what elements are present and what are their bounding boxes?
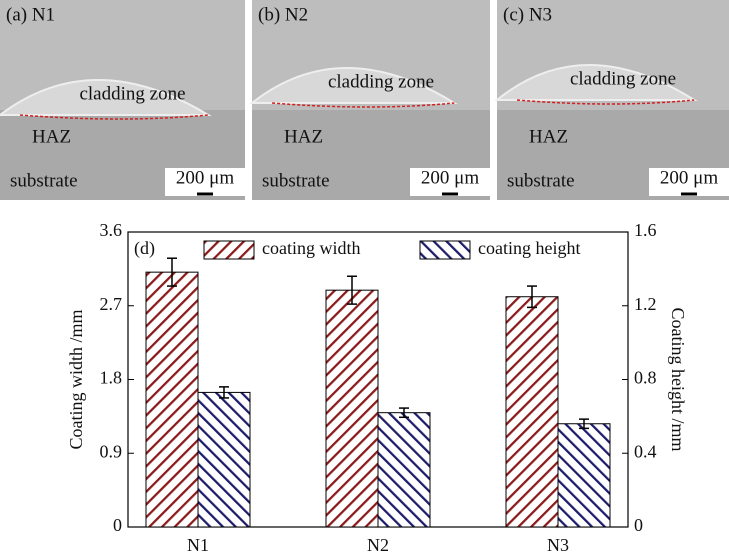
substrate-label: substrate xyxy=(10,170,78,191)
bar xyxy=(378,413,430,527)
zone-label: cladding zone xyxy=(328,71,434,92)
figure: (a) N1cladding zoneHAZsubstrate200 μm(b)… xyxy=(0,0,729,557)
legend-label: coating height xyxy=(478,238,580,258)
y-tick-label: 0.9 xyxy=(100,441,123,461)
legend-label: coating width xyxy=(262,238,360,258)
panel-label: (d) xyxy=(134,238,155,259)
scale-label: 200 μm xyxy=(176,167,234,188)
micrograph: (b) N2 cladding zone HAZ substrate 200 μm xyxy=(252,0,490,200)
y2-tick-label: 0 xyxy=(634,515,643,535)
y2-tick-label: 0.8 xyxy=(634,368,657,388)
bar xyxy=(146,272,198,527)
y-tick-label: 1.8 xyxy=(100,368,123,388)
bar xyxy=(506,297,558,527)
y-tick-label: 0 xyxy=(113,515,122,535)
y-tick-label: 3.6 xyxy=(100,220,123,240)
substrate-label: substrate xyxy=(262,170,330,191)
scale-label: 200 μm xyxy=(421,167,479,188)
x-tick-label: N2 xyxy=(367,535,389,555)
y-tick-label: 2.7 xyxy=(100,294,123,314)
panel-label: (a) N1 xyxy=(6,4,55,25)
micrograph: (a) N1 cladding zone HAZ substrate 200 μm xyxy=(0,0,245,200)
panel-label: (c) N3 xyxy=(503,4,552,25)
panel-label: (b) N2 xyxy=(258,4,308,25)
substrate-label: substrate xyxy=(507,170,575,191)
x-tick-label: N3 xyxy=(547,535,569,555)
scale-label: 200 μm xyxy=(660,167,718,188)
page: {"panels": [ {"label": "(a) N1", "zone":… xyxy=(0,0,729,557)
bar xyxy=(326,290,378,527)
y-axis-title: Coating width /mm xyxy=(66,309,86,449)
y2-tick-label: 1.6 xyxy=(634,220,657,240)
haz-label: HAZ xyxy=(529,126,568,147)
haz-label: HAZ xyxy=(284,126,323,147)
haz-label: HAZ xyxy=(32,126,71,147)
y2-tick-label: 1.2 xyxy=(634,294,657,314)
y2-axis-title: Coating height /mm xyxy=(668,308,688,452)
micrograph: (c) N3 cladding zone HAZ substrate 200 μm xyxy=(497,0,729,200)
bar xyxy=(558,424,610,527)
y2-tick-label: 0.4 xyxy=(634,441,657,461)
legend-swatch xyxy=(420,241,470,259)
zone-label: cladding zone xyxy=(570,68,676,89)
legend-swatch xyxy=(204,241,254,259)
bar xyxy=(198,392,250,527)
x-tick-label: N1 xyxy=(187,535,209,555)
zone-label: cladding zone xyxy=(79,83,185,104)
